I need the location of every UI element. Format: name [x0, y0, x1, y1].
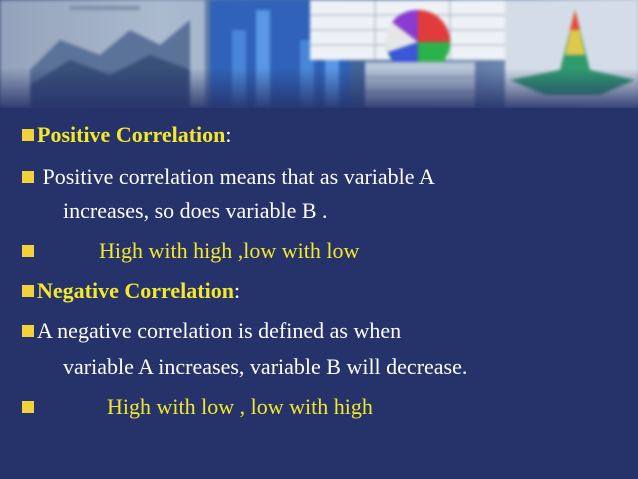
bullet-negative-definition: A negative correlation is defined as whe… [22, 318, 401, 344]
square-bullet-icon [22, 171, 34, 183]
banner-fade [0, 68, 638, 108]
bullet-positive-example: High with high ,low with low [22, 238, 359, 264]
bullet-negative-heading: Negative Correlation: [22, 278, 240, 304]
header-image-banner [0, 0, 638, 108]
positive-definition-continued: increases, so does variable B . [63, 198, 328, 223]
bullet-negative-example: High with low , low with high [22, 394, 373, 420]
bullet-positive-heading: Positive Correlation: [22, 122, 232, 148]
negative-definition-continued: variable A increases, variable B will de… [63, 354, 468, 379]
bullet-positive-definition: Positive correlation means that as varia… [22, 164, 435, 190]
square-bullet-icon [22, 129, 34, 141]
square-bullet-icon [22, 401, 34, 413]
square-bullet-icon [22, 245, 34, 257]
square-bullet-icon [22, 325, 34, 337]
square-bullet-icon [22, 285, 34, 297]
